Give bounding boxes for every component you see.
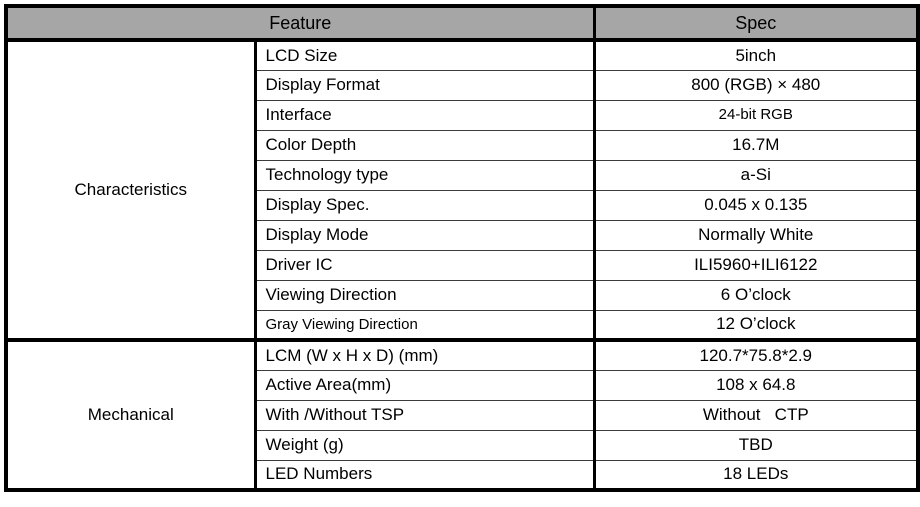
spec-cell: 6 O’clock — [594, 279, 919, 310]
feature-cell: With /Without TSP — [255, 399, 596, 430]
feature-cell: Viewing Direction — [255, 279, 596, 310]
table-row: LED Numbers 18 LEDs — [6, 459, 919, 490]
header-feature: Feature — [6, 6, 595, 42]
category-cell-mechanical: Mechanical — [6, 338, 257, 490]
feature-cell: Display Mode — [255, 219, 596, 250]
feature-cell: LED Numbers — [255, 459, 596, 490]
feature-cell: Interface — [255, 99, 596, 130]
table-row: Display Format 800 (RGB) × 480 — [6, 69, 919, 100]
spec-cell: 108 x 64.8 — [594, 369, 919, 400]
feature-cell: LCM (W x H x D) (mm) — [255, 338, 596, 370]
spec-cell: 18 LEDs — [594, 459, 919, 490]
spec-cell: 120.7*75.8*2.9 — [594, 338, 919, 370]
table-row: Technology type a-Si — [6, 159, 919, 190]
table-row: Display Spec. 0.045 x 0.135 — [6, 189, 919, 220]
spec-cell: Without CTP — [594, 399, 919, 430]
category-cell-characteristics: Characteristics — [6, 40, 257, 340]
table-row: Weight (g) TBD — [6, 429, 919, 460]
table-row: Active Area(mm) 108 x 64.8 — [6, 369, 919, 400]
table-row: With /Without TSP Without CTP — [6, 399, 919, 430]
spec-cell: ILI5960+ILI6122 — [594, 249, 919, 280]
table-row: Interface 24-bit RGB — [6, 99, 919, 130]
table-row: Gray Viewing Direction 12 O’clock — [6, 309, 919, 340]
table-row: Color Depth 16.7M — [6, 129, 919, 160]
spec-cell: Normally White — [594, 219, 919, 250]
feature-cell: Display Spec. — [255, 189, 596, 220]
feature-cell: Driver IC — [255, 249, 596, 280]
table-header-row: Feature Spec — [6, 6, 919, 42]
spec-cell: a-Si — [594, 159, 919, 190]
spec-cell: 5inch — [735, 45, 777, 65]
table-row: Mechanical LCM (W x H x D) (mm) 120.7*75… — [6, 338, 919, 490]
spec-cell: 16.7M — [594, 129, 919, 160]
feature-cell: Gray Viewing Direction — [255, 309, 596, 340]
spec-cell: 12 O’clock — [594, 309, 919, 340]
spec-cell: 24-bit RGB — [594, 99, 919, 130]
header-spec: Spec — [592, 6, 919, 42]
table-row: Viewing Direction 6 O’clock — [6, 279, 919, 310]
spec-cell: 800 (RGB) × 480 — [594, 69, 919, 100]
table-row: Display Mode Normally White — [6, 219, 919, 250]
feature-cell: Color Depth — [255, 129, 596, 160]
feature-cell: Display Format — [255, 69, 596, 100]
spec-cell: 0.045 x 0.135 — [594, 189, 919, 220]
feature-cell: LCD Size — [255, 40, 596, 70]
table-row: Driver IC ILI5960+ILI6122 — [6, 249, 919, 280]
table-row: Characteristics LCD Size 5inch — [6, 40, 918, 340]
spec-table: Feature Spec Characteristics LCD Size 5i… — [4, 4, 920, 492]
spec-cell: TBD — [594, 429, 919, 460]
feature-cell: Weight (g) — [255, 429, 596, 460]
feature-cell: Technology type — [255, 159, 596, 190]
feature-cell: Active Area(mm) — [255, 369, 596, 400]
